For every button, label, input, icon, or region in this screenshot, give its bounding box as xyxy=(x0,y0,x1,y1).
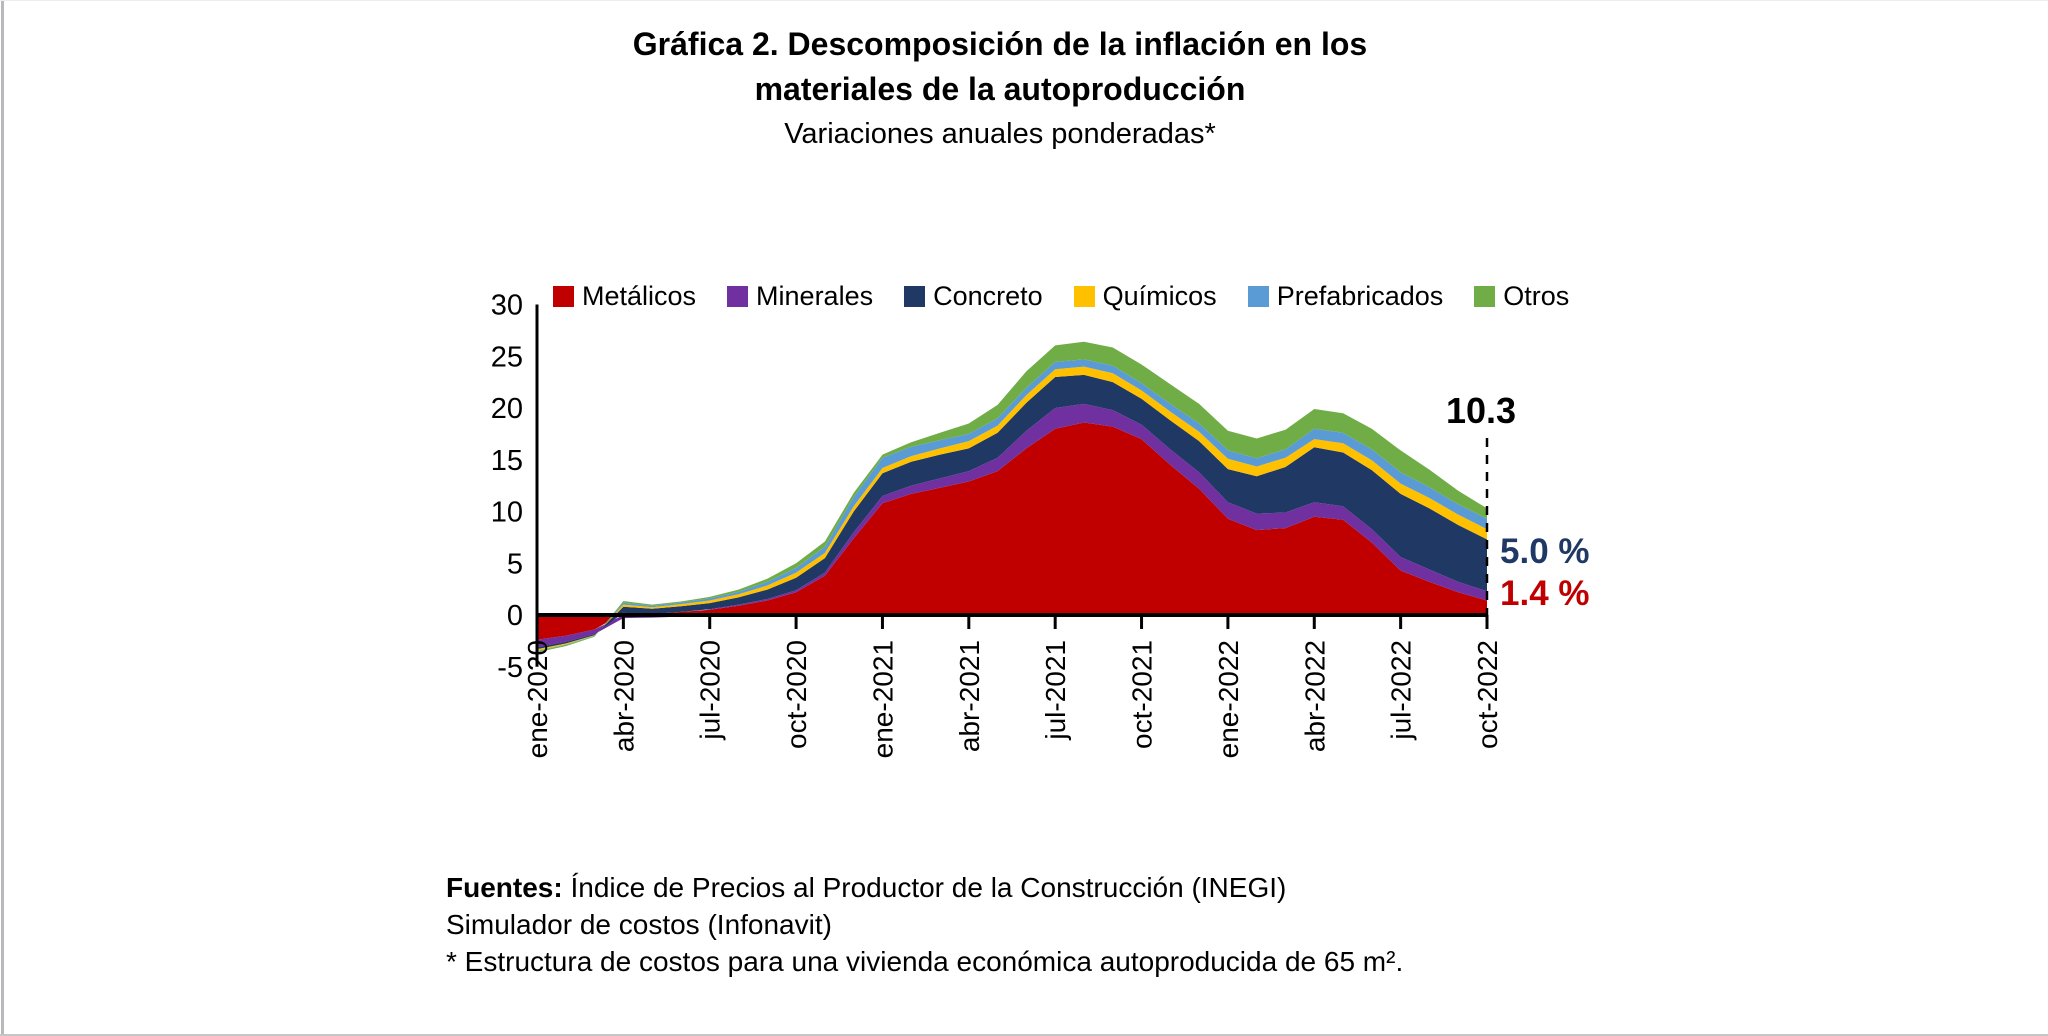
x-tick-label-group: jul-2022 xyxy=(1386,640,1417,741)
legend-item-químicos: Químicos xyxy=(1073,281,1217,312)
footer-sources-label: Fuentes: xyxy=(446,872,563,903)
footer-note-line: * Estructura de costos para una vivienda… xyxy=(446,946,1404,977)
legend-label: Concreto xyxy=(933,281,1043,311)
x-tick-label: jul-2021 xyxy=(1040,640,1071,741)
chart-title-block: Gráfica 2. Descomposición de la inflació… xyxy=(385,22,1615,154)
x-tick-label-group: abr-2020 xyxy=(608,640,639,752)
footer-source1-text: Índice de Precios al Productor de la Con… xyxy=(562,872,1287,903)
y-tick-label: 0 xyxy=(507,600,523,632)
legend-swatch-icon xyxy=(904,286,926,307)
x-tick-label-group: jul-2021 xyxy=(1040,640,1071,741)
x-tick-label-group: oct-2021 xyxy=(1127,640,1158,749)
chart-title-line1: Gráfica 2. Descomposición de la inflació… xyxy=(632,26,1368,62)
footer-source-line2: Simulador de costos (Infonavit) xyxy=(446,909,832,940)
footer-notes: Fuentes: Índice de Precios al Productor … xyxy=(446,869,1696,980)
x-tick-label: ene-2020 xyxy=(522,640,553,758)
legend-item-concreto: Concreto xyxy=(904,281,1043,312)
chart-svg: -5 0 5 10 15 20 25 30 ene-2020 abr-2020 jul-2020 oc… xyxy=(491,290,1503,759)
x-tick-label: oct-2022 xyxy=(1472,640,1503,749)
x-tick-label-group: oct-2020 xyxy=(781,640,812,749)
legend-swatch-icon xyxy=(1247,286,1269,307)
legend-swatch-icon xyxy=(553,286,574,307)
y-tick-label: 20 xyxy=(491,393,523,425)
legend-item-metálicos: Metálicos xyxy=(553,281,696,312)
y-tick-label: 15 xyxy=(491,445,523,477)
x-tick-label: abr-2020 xyxy=(608,640,639,752)
x-tick-label: oct-2021 xyxy=(1127,640,1158,749)
legend-swatch-icon xyxy=(727,286,749,307)
legend-label: Minerales xyxy=(756,281,874,311)
y-tick-label: 5 xyxy=(507,548,523,580)
y-tick-label: -5 xyxy=(497,652,523,684)
area-minerales xyxy=(537,403,1487,648)
area-concreto xyxy=(537,374,1487,650)
legend-label: Otros xyxy=(1503,281,1570,311)
x-tick-label: jul-2022 xyxy=(1386,640,1417,741)
page-top-border xyxy=(0,0,2048,1)
y-tick-label: 10 xyxy=(491,497,523,529)
chart-subtitle: Variaciones anuales ponderadas* xyxy=(784,118,1216,150)
end-label-concreto: 5.0 % xyxy=(1500,532,1590,571)
x-tick-label-group: ene-2021 xyxy=(868,640,899,758)
x-tick-label-group: abr-2021 xyxy=(954,640,985,752)
end-label-total: 10.3 xyxy=(1446,390,1517,431)
x-tick-label-group: oct-2022 xyxy=(1472,640,1503,749)
legend-item-minerales: Minerales xyxy=(727,281,873,312)
area-metálicos xyxy=(537,422,1487,640)
x-tick-label: ene-2021 xyxy=(868,640,899,758)
x-tick-label-group: ene-2022 xyxy=(1213,640,1244,758)
x-tick-label: abr-2021 xyxy=(954,640,985,752)
x-tick-label-group: jul-2020 xyxy=(695,640,726,741)
x-tick-label: oct-2020 xyxy=(781,640,812,749)
footer-source-line1: Fuentes: Índice de Precios al Productor … xyxy=(446,869,1696,906)
legend-swatch-icon xyxy=(1073,286,1095,307)
x-tick-label: ene-2022 xyxy=(1213,640,1244,758)
legend-label: Prefabricados xyxy=(1276,281,1444,311)
legend-swatch-icon xyxy=(1474,286,1496,307)
page-bottom-border xyxy=(0,1034,2048,1036)
x-tick-label: jul-2020 xyxy=(695,640,726,741)
chart-area: -5 0 5 10 15 20 25 30 ene-2020 abr-2020 jul-2020 oc… xyxy=(430,258,1700,858)
y-tick-label: 30 xyxy=(491,290,523,322)
legend-item-otros: Otros xyxy=(1474,281,1569,312)
chart-title-line2: materiales de la autoproducción xyxy=(754,71,1246,107)
y-tick-label: 25 xyxy=(491,341,523,373)
x-tick-label-group: ene-2020 xyxy=(522,640,553,758)
end-label-metalicos: 1.4 % xyxy=(1500,574,1590,613)
legend-label: Metálicos xyxy=(582,281,697,311)
legend-item-prefabricados: Prefabricados xyxy=(1247,281,1444,312)
page-left-border xyxy=(1,0,4,1036)
x-tick-label-group: abr-2022 xyxy=(1299,640,1330,752)
legend: Metálicos Minerales Concreto Químicos Prefab… xyxy=(553,281,1569,312)
legend-label: Químicos xyxy=(1102,281,1217,311)
x-tick-label: abr-2022 xyxy=(1299,640,1330,752)
